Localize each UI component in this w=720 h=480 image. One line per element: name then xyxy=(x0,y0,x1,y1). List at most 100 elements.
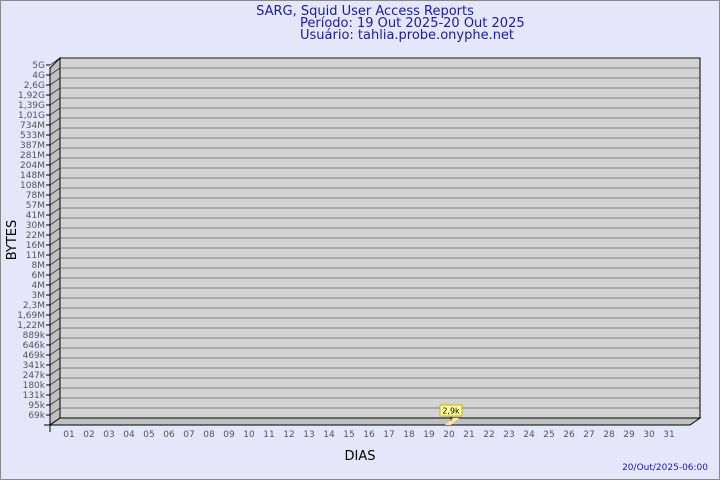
y-tick-diag xyxy=(49,407,61,416)
x-tick-label: 27 xyxy=(583,430,594,440)
y-tick-label: 533M xyxy=(20,131,45,141)
y-tick-diag xyxy=(49,57,61,66)
x-axis-label: DIAS xyxy=(345,449,376,464)
chart-title: SARG, Squid User Access Reports xyxy=(256,4,474,19)
y-tick-label: 387M xyxy=(20,141,45,151)
y-tick-diag xyxy=(49,137,61,146)
x-tick-label: 31 xyxy=(663,430,674,440)
y-tick-diag xyxy=(49,377,61,386)
y-tick-diag xyxy=(49,327,61,336)
y-tick-diag xyxy=(49,347,61,356)
y-tick-diag xyxy=(49,197,61,206)
y-tick-label: 2,6G xyxy=(24,81,45,91)
y-tick-label: 148M xyxy=(20,171,45,181)
x-tick-label: 19 xyxy=(423,430,435,440)
y-tick-diag xyxy=(49,367,61,376)
y-tick-diag xyxy=(49,217,61,226)
y-tick-diag xyxy=(49,337,61,346)
x-tick-label: 24 xyxy=(523,430,535,440)
y-tick-label: 1,22M xyxy=(17,321,45,331)
x-tick-label: 12 xyxy=(283,430,294,440)
y-tick-label: 281M xyxy=(20,151,45,161)
x-tick-label: 09 xyxy=(223,430,235,440)
y-tick-label: 16M xyxy=(26,241,45,251)
y-tick-label: 95k xyxy=(28,401,45,411)
bar-label-box xyxy=(439,404,463,417)
y-tick-diag xyxy=(49,77,61,86)
x-tick-label: 28 xyxy=(603,430,615,440)
y-tick-label: 1,01G xyxy=(18,111,45,121)
y-tick-diag xyxy=(49,387,61,396)
x-tick-label: 03 xyxy=(103,430,114,440)
y-tick-diag xyxy=(49,177,61,186)
floor xyxy=(48,417,702,426)
x-tick-label: 29 xyxy=(623,430,635,440)
x-tick-label: 14 xyxy=(323,430,335,440)
y-tick-diag xyxy=(49,257,61,266)
x-tick-label: 11 xyxy=(263,430,274,440)
y-tick-diag xyxy=(49,297,61,306)
x-tick-label: 21 xyxy=(463,430,474,440)
y-tick-label: 1,39G xyxy=(18,101,45,111)
y-tick-label: 1,92G xyxy=(18,91,45,101)
y-tick-diag xyxy=(49,307,61,316)
y-tick-diag xyxy=(49,397,61,406)
y-tick-label: 734M xyxy=(20,121,45,131)
x-tick-label: 22 xyxy=(483,430,494,440)
x-tick-label: 20 xyxy=(443,430,455,440)
generated-timestamp: 20/Out/2025-06:00 xyxy=(622,463,708,473)
bar-value-label: 2,9k xyxy=(442,407,460,416)
y-tick-diag xyxy=(49,147,61,156)
chart-period: Período: 19 Out 2025-20 Out 2025 xyxy=(300,16,525,31)
y-tick-diag xyxy=(49,277,61,286)
y-tick-label: 11M xyxy=(26,251,45,261)
y-tick-diag xyxy=(49,187,61,196)
y-axis-label: BYTES xyxy=(5,220,20,261)
y-tick-diag xyxy=(49,237,61,246)
y-tick-diag xyxy=(49,207,61,216)
y-tick-label: 4G xyxy=(32,71,45,81)
y-tick-diag xyxy=(49,87,61,96)
y-tick-label: 78M xyxy=(26,191,45,201)
x-tick-label: 06 xyxy=(163,430,175,440)
y-tick-diag xyxy=(49,287,61,296)
y-tick-label: 3M xyxy=(32,291,46,301)
y-tick-label: 57M xyxy=(26,201,45,211)
y-tick-diag xyxy=(49,317,61,326)
y-tick-diag xyxy=(49,167,61,176)
y-tick-label: 889k xyxy=(23,331,46,341)
x-tick-label: 05 xyxy=(143,430,154,440)
y-tick-label: 2,3M xyxy=(23,301,45,311)
y-tick-label: 1,69M xyxy=(17,311,45,321)
y-tick-label: 247k xyxy=(23,371,46,381)
y-tick-diag xyxy=(49,97,61,106)
y-tick-label: 180k xyxy=(23,381,46,391)
y-tick-diag xyxy=(49,267,61,276)
y-tick-label: 108M xyxy=(20,181,45,191)
x-tick-label: 17 xyxy=(383,430,394,440)
y-tick-diag xyxy=(49,157,61,166)
x-tick-label: 16 xyxy=(363,430,375,440)
x-tick-label: 26 xyxy=(563,430,575,440)
x-tick-label: 25 xyxy=(543,430,554,440)
y-tick-label: 6M xyxy=(32,271,46,281)
y-tick-label: 341k xyxy=(23,361,46,371)
y-tick-diag xyxy=(49,107,61,116)
y-tick-label: 69k xyxy=(28,411,45,421)
y-tick-label: 4M xyxy=(32,281,46,291)
y-tick-label: 22M xyxy=(26,231,45,241)
x-tick-label: 15 xyxy=(343,430,354,440)
y-tick-diag xyxy=(49,247,61,256)
x-tick-label: 23 xyxy=(503,430,514,440)
x-tick-label: 02 xyxy=(83,430,94,440)
y-tick-label: 30M xyxy=(26,221,45,231)
y-tick-label: 469k xyxy=(23,351,46,361)
y-tick-diag xyxy=(49,117,61,126)
x-tick-label: 07 xyxy=(183,430,194,440)
y-tick-label: 5G xyxy=(32,61,45,71)
x-tick-label: 18 xyxy=(403,430,415,440)
x-tick-label: 13 xyxy=(303,430,314,440)
chart-user: Usuário: tahlia.probe.onyphe.net xyxy=(300,28,514,43)
y-tick-diag xyxy=(49,127,61,136)
